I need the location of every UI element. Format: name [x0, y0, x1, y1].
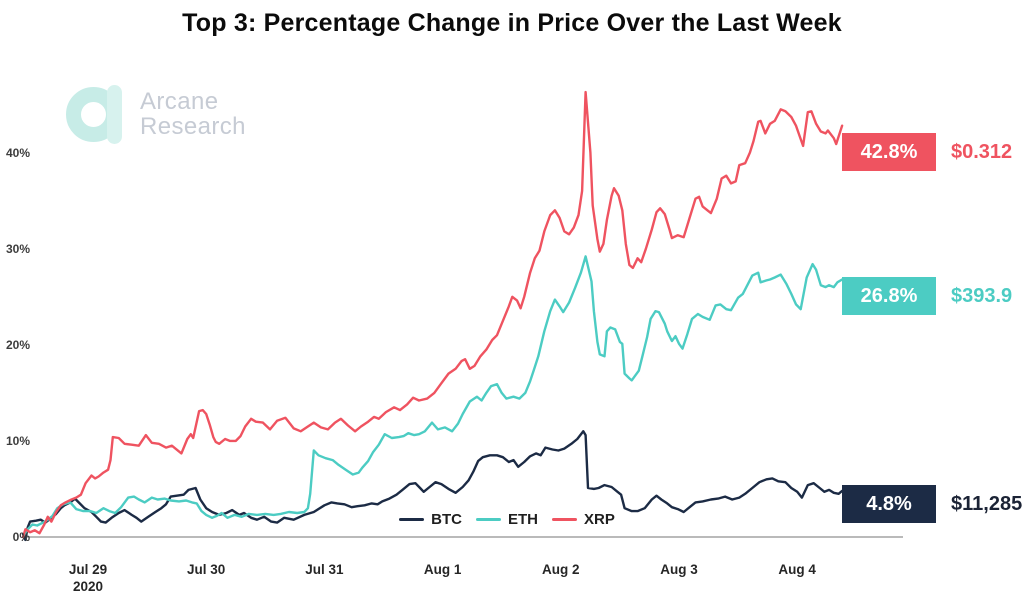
logo-line-research: Research	[140, 113, 246, 140]
x-tick-label: Aug 1	[423, 562, 462, 577]
x-tick-Aug-3: Aug 3	[634, 561, 724, 578]
x-tick-Jul-31: Jul 31	[279, 561, 369, 578]
btc-end-label: 4.8% $11,285	[842, 485, 1022, 523]
eth-line-series	[21, 255, 844, 539]
eth-pct-badge: 26.8%	[842, 277, 936, 315]
x-tick-label: Jul 30	[187, 562, 226, 577]
xrp-line-series	[21, 90, 844, 539]
x-tick-label: Aug 2	[542, 562, 580, 577]
y-tick-20%: 20%	[5, 337, 30, 352]
eth-legend-dash-icon	[475, 518, 501, 521]
xrp-pct-badge: 42.8%	[842, 133, 936, 171]
arcane-research-logo: Arcane Research	[66, 85, 246, 144]
btc-legend-dash-icon	[399, 518, 425, 521]
xrp-legend-dash-icon	[551, 518, 577, 521]
x-tick-Aug-4: Aug 4	[752, 561, 842, 578]
xrp-end-label: 42.8% $0.312	[842, 133, 1012, 171]
x-tick-Jul-29: Jul 29 2020	[43, 561, 133, 595]
arcane-logo-icon	[66, 85, 123, 144]
y-tick-30%: 30%	[5, 241, 30, 256]
eth-end-label: 26.8% $393.9	[842, 277, 1012, 315]
btc-line-series	[21, 430, 844, 542]
x-tick-label: Jul 29	[68, 562, 108, 577]
y-tick-0%: 0%	[12, 530, 30, 544]
x-tick-Jul-30: Jul 30	[161, 561, 251, 578]
logo-line-arcane: Arcane	[140, 88, 219, 115]
logo-wordmark: Arcane Research	[140, 85, 246, 144]
legend-label: ETH	[507, 511, 538, 528]
x-tick-label: Aug 4	[778, 562, 816, 577]
legend-label: XRP	[583, 511, 615, 528]
x-tick-label: Aug 3	[660, 562, 698, 577]
x-tick-label: Jul 31	[305, 562, 344, 577]
xrp-price-label: $0.312	[951, 140, 1013, 163]
legend-item-xrp: XRP	[551, 511, 615, 528]
btc-price-label: $11,285	[951, 492, 1023, 515]
x-tick-year-label: 2020	[72, 579, 104, 594]
x-tick-Aug-1: Aug 1	[398, 561, 488, 578]
legend: BTC ETH XRP	[0, 511, 1014, 528]
y-tick-40%: 40%	[5, 145, 30, 160]
y-tick-10%: 10%	[5, 433, 30, 448]
eth-price-label: $393.9	[951, 284, 1013, 307]
legend-label: BTC	[431, 511, 462, 528]
legend-item-eth: ETH	[475, 511, 538, 528]
x-tick-Aug-2: Aug 2	[516, 561, 606, 578]
chart-title: Top 3: Percentage Change in Price Over t…	[182, 9, 842, 37]
logo-stem-shape	[107, 85, 122, 144]
legend-item-btc: BTC	[399, 511, 462, 528]
btc-pct-badge: 4.8%	[842, 485, 936, 523]
